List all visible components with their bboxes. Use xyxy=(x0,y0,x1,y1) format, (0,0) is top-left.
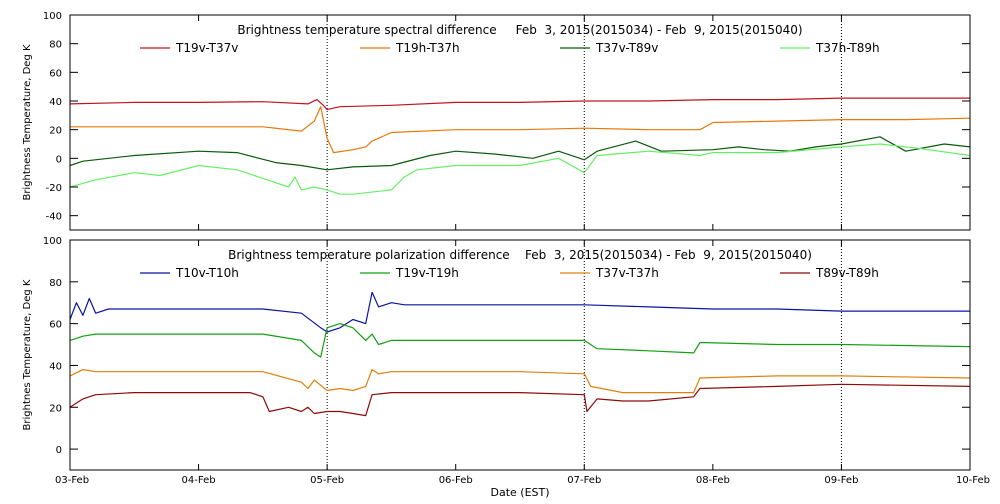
chart-title-0: Brightness temperature spectral differen… xyxy=(237,23,802,37)
series-line-1-t37v-t37h xyxy=(69,369,971,394)
legend-label-0-2: T37v-T89v xyxy=(595,41,658,55)
legend-label-0-0: T19v-T37v xyxy=(175,41,238,55)
y-tick-label-0-5: 60 xyxy=(49,68,62,79)
x-tick-label-1-5: 08-Feb xyxy=(696,475,730,486)
y-tick-label-0-7: 100 xyxy=(43,11,62,22)
x-tick-label-1-6: 09-Feb xyxy=(824,475,858,486)
series-line-0-t19h-t37h xyxy=(70,106,971,154)
legend-label-1-2: T37v-T37h xyxy=(595,266,659,280)
x-tick-label-1-7: 10-Feb xyxy=(956,475,990,486)
series-line-0-t37h-t89h xyxy=(69,143,971,195)
series-line-0-t37v-t89v xyxy=(69,136,971,171)
legend-label-1-3: T89v-T89h xyxy=(815,266,879,280)
series-line-1-t89v-t89h xyxy=(69,383,971,417)
x-axis-label-1: Date (EST) xyxy=(490,486,549,499)
legend-label-0-1: T19h-T37h xyxy=(395,41,460,55)
x-tick-label-1-1: 04-Feb xyxy=(182,475,216,486)
legend-label-1-0: T10v-T10h xyxy=(175,266,239,280)
x-tick-label-1-2: 05-Feb xyxy=(310,475,344,486)
plot-frame-0 xyxy=(69,14,971,231)
x-tick-label-1-4: 07-Feb xyxy=(567,475,601,486)
series-line-0-t19v-t37v xyxy=(69,97,970,111)
y-axis-label-1: Brightnes Temperature, Deg K xyxy=(22,279,33,430)
y-tick-label-0-3: 20 xyxy=(49,126,62,137)
x-tick-label-1-0: 03-Feb xyxy=(55,475,89,486)
y-tick-label-0-6: 80 xyxy=(49,40,62,51)
series-line-1-t10v-t10h xyxy=(69,291,970,333)
x-tick-label-1-3: 06-Feb xyxy=(439,475,473,486)
series-line-1-t19v-t19h xyxy=(69,323,971,358)
y-tick-label-1-0: 0 xyxy=(56,445,62,456)
plot-frame-1 xyxy=(69,239,971,471)
y-tick-label-0-2: 0 xyxy=(56,154,62,165)
legend-label-0-3: T37h-T89h xyxy=(815,41,880,55)
y-axis-label-0: Brightness Temperature, Deg K xyxy=(22,44,33,201)
chart-title-1: Brightness temperature polarization diff… xyxy=(228,248,812,262)
y-tick-label-0-0: -40 xyxy=(46,212,62,223)
y-tick-label-0-4: 40 xyxy=(49,97,62,108)
y-tick-label-1-4: 80 xyxy=(49,278,62,289)
y-tick-label-1-1: 20 xyxy=(49,403,62,414)
y-tick-label-1-3: 60 xyxy=(49,320,62,331)
y-tick-label-0-1: -20 xyxy=(46,183,62,194)
legend-label-1-1: T19v-T19h xyxy=(395,266,459,280)
y-tick-label-1-2: 40 xyxy=(49,361,62,372)
y-tick-label-1-5: 100 xyxy=(43,236,62,247)
